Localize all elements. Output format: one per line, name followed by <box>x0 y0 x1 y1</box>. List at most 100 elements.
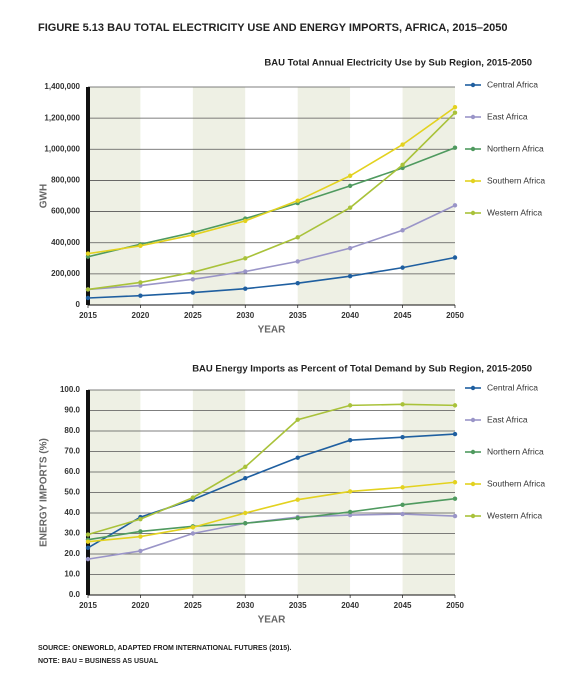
x-tick-label: 2035 <box>289 311 307 320</box>
data-point <box>243 475 248 481</box>
data-point <box>138 280 143 285</box>
data-point <box>190 525 196 530</box>
y-tick-label: 200,000 <box>51 269 80 278</box>
x-tick-label: 2015 <box>79 601 97 610</box>
series-line <box>87 112 456 291</box>
legend-marker <box>470 417 476 423</box>
y-tick-label: 30.0 <box>64 529 80 538</box>
legend-label: Central Africa <box>487 382 538 392</box>
data-point <box>243 510 248 516</box>
data-point <box>85 539 91 544</box>
data-point <box>347 512 353 518</box>
data-point <box>243 286 248 291</box>
data-point <box>85 251 91 256</box>
data-point <box>85 295 91 301</box>
y-tick-label: 10.0 <box>64 570 80 579</box>
y-tick-label: 800,000 <box>51 176 80 185</box>
x-axis-title: YEAR <box>258 615 287 626</box>
data-point <box>452 480 458 485</box>
plot-band <box>140 87 193 305</box>
data-point <box>295 198 300 203</box>
y-tick-label: 60.0 <box>64 467 80 476</box>
x-tick-label: 2025 <box>184 311 202 320</box>
x-tick-label: 2050 <box>446 311 464 320</box>
legend-marker <box>470 82 476 88</box>
data-point <box>347 173 353 178</box>
data-point <box>295 281 300 286</box>
x-tick-label: 2045 <box>394 601 412 610</box>
series-line <box>87 481 456 543</box>
data-point <box>452 496 458 501</box>
data-point <box>138 516 143 522</box>
plot-band <box>88 87 141 305</box>
data-point <box>190 531 196 536</box>
chart-title: BAU Energy Imports as Percent of Total D… <box>192 364 532 375</box>
x-tick-label: 2035 <box>289 601 307 610</box>
legend-label: East Africa <box>487 414 528 424</box>
x-tick-label: 2045 <box>394 311 412 320</box>
data-point <box>138 243 143 249</box>
data-point <box>243 256 248 261</box>
data-point <box>452 203 458 208</box>
data-point <box>400 502 405 507</box>
x-tick-label: 2020 <box>132 601 150 610</box>
y-tick-label: 1,000,000 <box>44 144 80 153</box>
data-point <box>85 287 91 292</box>
x-tick-label: 2040 <box>341 311 359 320</box>
y-tick-label: 20.0 <box>64 549 80 558</box>
legend-marker <box>470 513 476 519</box>
series-line <box>87 497 456 541</box>
legend-label: Central Africa <box>487 79 538 89</box>
legend-marker <box>470 449 476 455</box>
series-line <box>87 106 456 255</box>
data-point <box>400 142 405 147</box>
data-point <box>452 145 458 150</box>
data-point <box>347 489 353 494</box>
data-point <box>243 218 248 224</box>
note: NOTE: BAU = BUSINESS AS USUAL <box>38 658 159 665</box>
legend-label: Northern Africa <box>487 446 544 456</box>
y-tick-label: 40.0 <box>64 508 80 517</box>
data-point <box>452 513 458 519</box>
legend-marker <box>470 481 476 487</box>
legend-marker <box>470 146 476 152</box>
figure-title: FIGURE 5.13 BAU TOTAL ELECTRICITY USE AN… <box>38 22 507 34</box>
data-point <box>347 403 353 408</box>
y-tick-label: 90.0 <box>64 406 80 415</box>
data-point <box>400 434 405 440</box>
plot-band <box>297 87 351 305</box>
chart-title: BAU Total Annual Electricity Use by Sub … <box>264 58 532 69</box>
plot-band <box>402 87 455 305</box>
data-point <box>243 521 248 526</box>
y-tick-label: 80.0 <box>64 426 80 435</box>
y-tick-label: 400,000 <box>51 238 80 247</box>
data-point <box>347 438 353 443</box>
plot-band <box>192 87 246 305</box>
y-axis-title: GWH <box>39 184 50 208</box>
legend-label: Southern Africa <box>487 175 545 185</box>
data-point <box>190 232 196 238</box>
series-line <box>87 403 456 536</box>
legend-marker <box>470 114 476 120</box>
data-point <box>190 290 196 295</box>
data-point <box>400 228 405 233</box>
source-note: SOURCE: ONEWORLD, ADAPTED FROM INTERNATI… <box>38 645 291 652</box>
y-tick-label: 1,200,000 <box>44 113 80 122</box>
data-point <box>85 254 91 259</box>
data-point <box>347 509 353 515</box>
data-point <box>295 497 300 502</box>
data-point <box>243 269 248 274</box>
data-point <box>138 534 143 539</box>
data-point <box>295 455 300 460</box>
data-point <box>452 255 458 260</box>
data-point <box>452 431 458 437</box>
legend-label: East Africa <box>487 111 528 121</box>
data-point <box>190 270 196 275</box>
data-point <box>243 464 248 470</box>
data-point <box>138 548 143 554</box>
legend-label: Northern Africa <box>487 143 544 153</box>
y-tick-label: 600,000 <box>51 207 80 216</box>
y-tick-label: 70.0 <box>64 447 80 456</box>
data-point <box>400 511 405 517</box>
